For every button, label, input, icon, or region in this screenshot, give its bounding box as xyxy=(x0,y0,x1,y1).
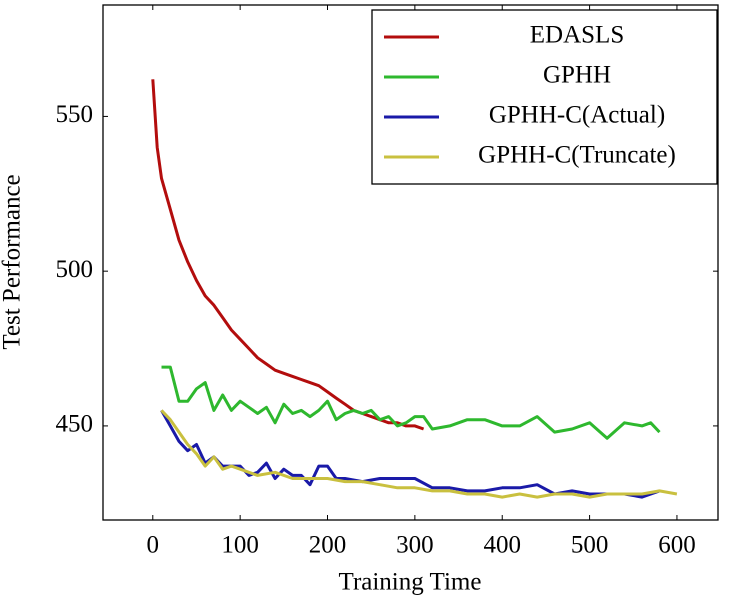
x-tick-label: 200 xyxy=(309,532,347,559)
legend-label: GPHH xyxy=(543,62,611,89)
legend-label: EDASLS xyxy=(530,22,624,49)
legend-label: GPHH-C(Truncate) xyxy=(478,142,676,169)
x-tick-label: 100 xyxy=(221,532,259,559)
y-axis-label: Test Performance xyxy=(0,174,26,349)
series-line xyxy=(160,409,678,499)
x-tick-label: 300 xyxy=(396,532,434,559)
x-axis-label: Training Time xyxy=(339,569,482,596)
y-tick-label: 500 xyxy=(56,256,94,283)
legend-label: GPHH-C(Actual) xyxy=(489,102,665,129)
x-tick-label: 500 xyxy=(571,532,609,559)
series-line xyxy=(161,365,661,440)
plot-frame xyxy=(102,4,719,521)
x-tick-label: 0 xyxy=(147,532,160,559)
x-tick-label: 400 xyxy=(483,532,521,559)
y-tick-label: 550 xyxy=(56,101,94,128)
y-tick-label: 450 xyxy=(56,411,94,438)
x-tick-label: 600 xyxy=(658,532,696,559)
legend-box xyxy=(371,9,718,185)
